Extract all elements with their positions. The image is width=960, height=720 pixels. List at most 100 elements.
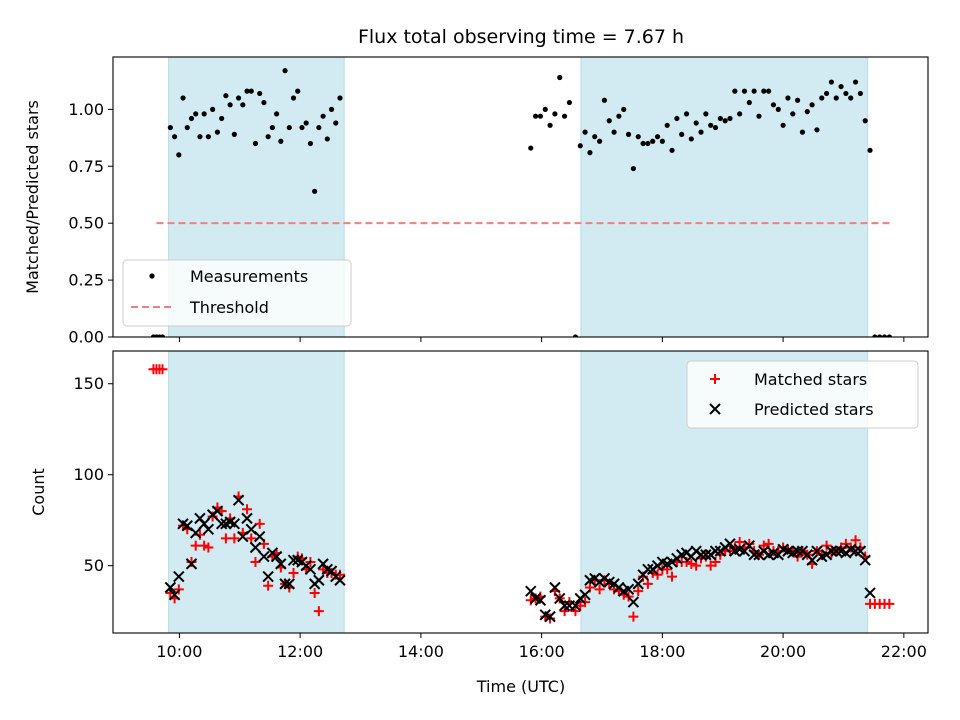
measurement-point	[819, 95, 825, 101]
predicted-star-point	[849, 545, 862, 557]
matched-star-point	[250, 557, 261, 568]
measurement-point	[528, 145, 534, 151]
matched-star-point	[652, 569, 663, 580]
plot-area	[150, 57, 892, 337]
predicted-star-point	[279, 578, 291, 590]
y-tick-label: 0.75	[68, 157, 104, 176]
predicted-star-point	[743, 539, 756, 552]
measurement-point	[566, 99, 573, 106]
predicted-star-point	[534, 594, 547, 606]
measurement-point	[210, 106, 216, 112]
measurement-point	[862, 118, 868, 124]
predicted-star-point	[215, 518, 228, 530]
legend: Matched stars Predicted stars	[686, 360, 919, 429]
predicted-star-point	[642, 563, 654, 576]
x-axis-title: Time (UTC)	[476, 677, 565, 696]
predicted-star-point	[211, 505, 224, 517]
y-tick-label: 150	[73, 374, 104, 393]
panel-count: 50 100 150 10:00 12:00 14:00 16:00 18:00 20:00 22…	[29, 350, 929, 661]
predicted-star-point	[569, 600, 582, 612]
measurement-point	[737, 111, 743, 117]
legend-marker-matched	[710, 374, 720, 384]
measurement-point	[337, 95, 343, 101]
measurement-point	[592, 134, 598, 140]
measurement-point	[630, 165, 636, 172]
matched-star-point	[263, 580, 274, 591]
measurement-point	[741, 88, 748, 94]
measurement-point	[872, 334, 878, 337]
measurement-point	[645, 140, 651, 147]
measurement-point	[703, 111, 709, 117]
matched-star-point	[594, 584, 605, 595]
predicted-star-point	[700, 549, 712, 561]
measurement-point	[843, 90, 849, 97]
measurement-point	[240, 102, 246, 108]
measurement-point	[561, 113, 568, 119]
predicted-star-point	[275, 558, 287, 570]
measurement-point	[219, 115, 225, 122]
measurement-point	[223, 93, 229, 99]
predicted-star-point	[189, 527, 202, 539]
matched-star-point	[734, 537, 745, 548]
measurement-point	[848, 95, 854, 101]
observing-window-band	[168, 351, 345, 633]
predicted-star-point	[202, 523, 215, 536]
measurement-point	[188, 115, 195, 122]
x-tick-label: 14:00	[398, 642, 444, 661]
x-tick-label: 12:00	[277, 642, 323, 661]
measurement-point	[587, 150, 593, 156]
predicted-star-point	[258, 550, 270, 563]
predicted-star-point	[228, 518, 241, 530]
legend: Measurements Threshold	[122, 259, 352, 327]
legend-label-threshold: Threshold	[189, 298, 269, 317]
measurement-point	[751, 88, 757, 94]
measurement-point	[290, 95, 297, 101]
predicted-star-point	[525, 585, 537, 597]
matched-star-point	[628, 611, 639, 622]
predicted-star-point	[632, 578, 644, 590]
measurement-point	[577, 143, 583, 149]
measurement-point	[197, 134, 203, 140]
measurement-point	[596, 138, 603, 144]
measurement-point	[780, 122, 786, 128]
matched-star-point	[540, 611, 551, 622]
predicted-star-point	[262, 570, 274, 583]
x-tick-label: 22:00	[881, 642, 927, 661]
matched-star-point	[667, 571, 678, 582]
y-tick-label: 0.50	[68, 214, 104, 233]
x-tick-label: 10:00	[156, 642, 202, 661]
predicted-star-point	[695, 549, 707, 561]
predicted-star-point	[830, 545, 842, 557]
matched-star-point	[313, 606, 324, 617]
measurement-point	[248, 88, 254, 94]
measurement-point	[552, 111, 558, 117]
measurement-point	[625, 131, 632, 137]
matched-star-point	[570, 606, 581, 617]
chart-title: Flux total observing time = 7.67 h	[358, 26, 684, 48]
predicted-star-point	[249, 541, 262, 554]
axes-frame	[112, 350, 929, 634]
plot-area	[148, 351, 895, 633]
measurement-point	[688, 136, 694, 142]
matched-star-point	[207, 511, 218, 522]
measurement-point	[244, 88, 250, 94]
matched-star-point	[186, 557, 197, 568]
measurement-point	[659, 138, 665, 144]
measurement-point	[167, 124, 173, 131]
measurement-point	[295, 88, 301, 94]
measurement-point	[746, 99, 752, 106]
matched-star-point	[309, 587, 320, 598]
measurement-point	[557, 74, 563, 81]
matched-star-point	[691, 560, 702, 571]
measurement-point	[785, 95, 791, 101]
matched-star-point	[157, 364, 168, 375]
matched-star-point	[850, 535, 861, 546]
measurement-point	[542, 106, 548, 112]
predicted-star-point	[164, 581, 177, 594]
predicted-star-point	[825, 545, 838, 557]
measurement-point	[269, 124, 275, 131]
measurement-point	[274, 111, 280, 117]
measurement-point	[299, 124, 305, 131]
matched-star-point	[686, 558, 697, 569]
measurement-point	[606, 118, 612, 124]
